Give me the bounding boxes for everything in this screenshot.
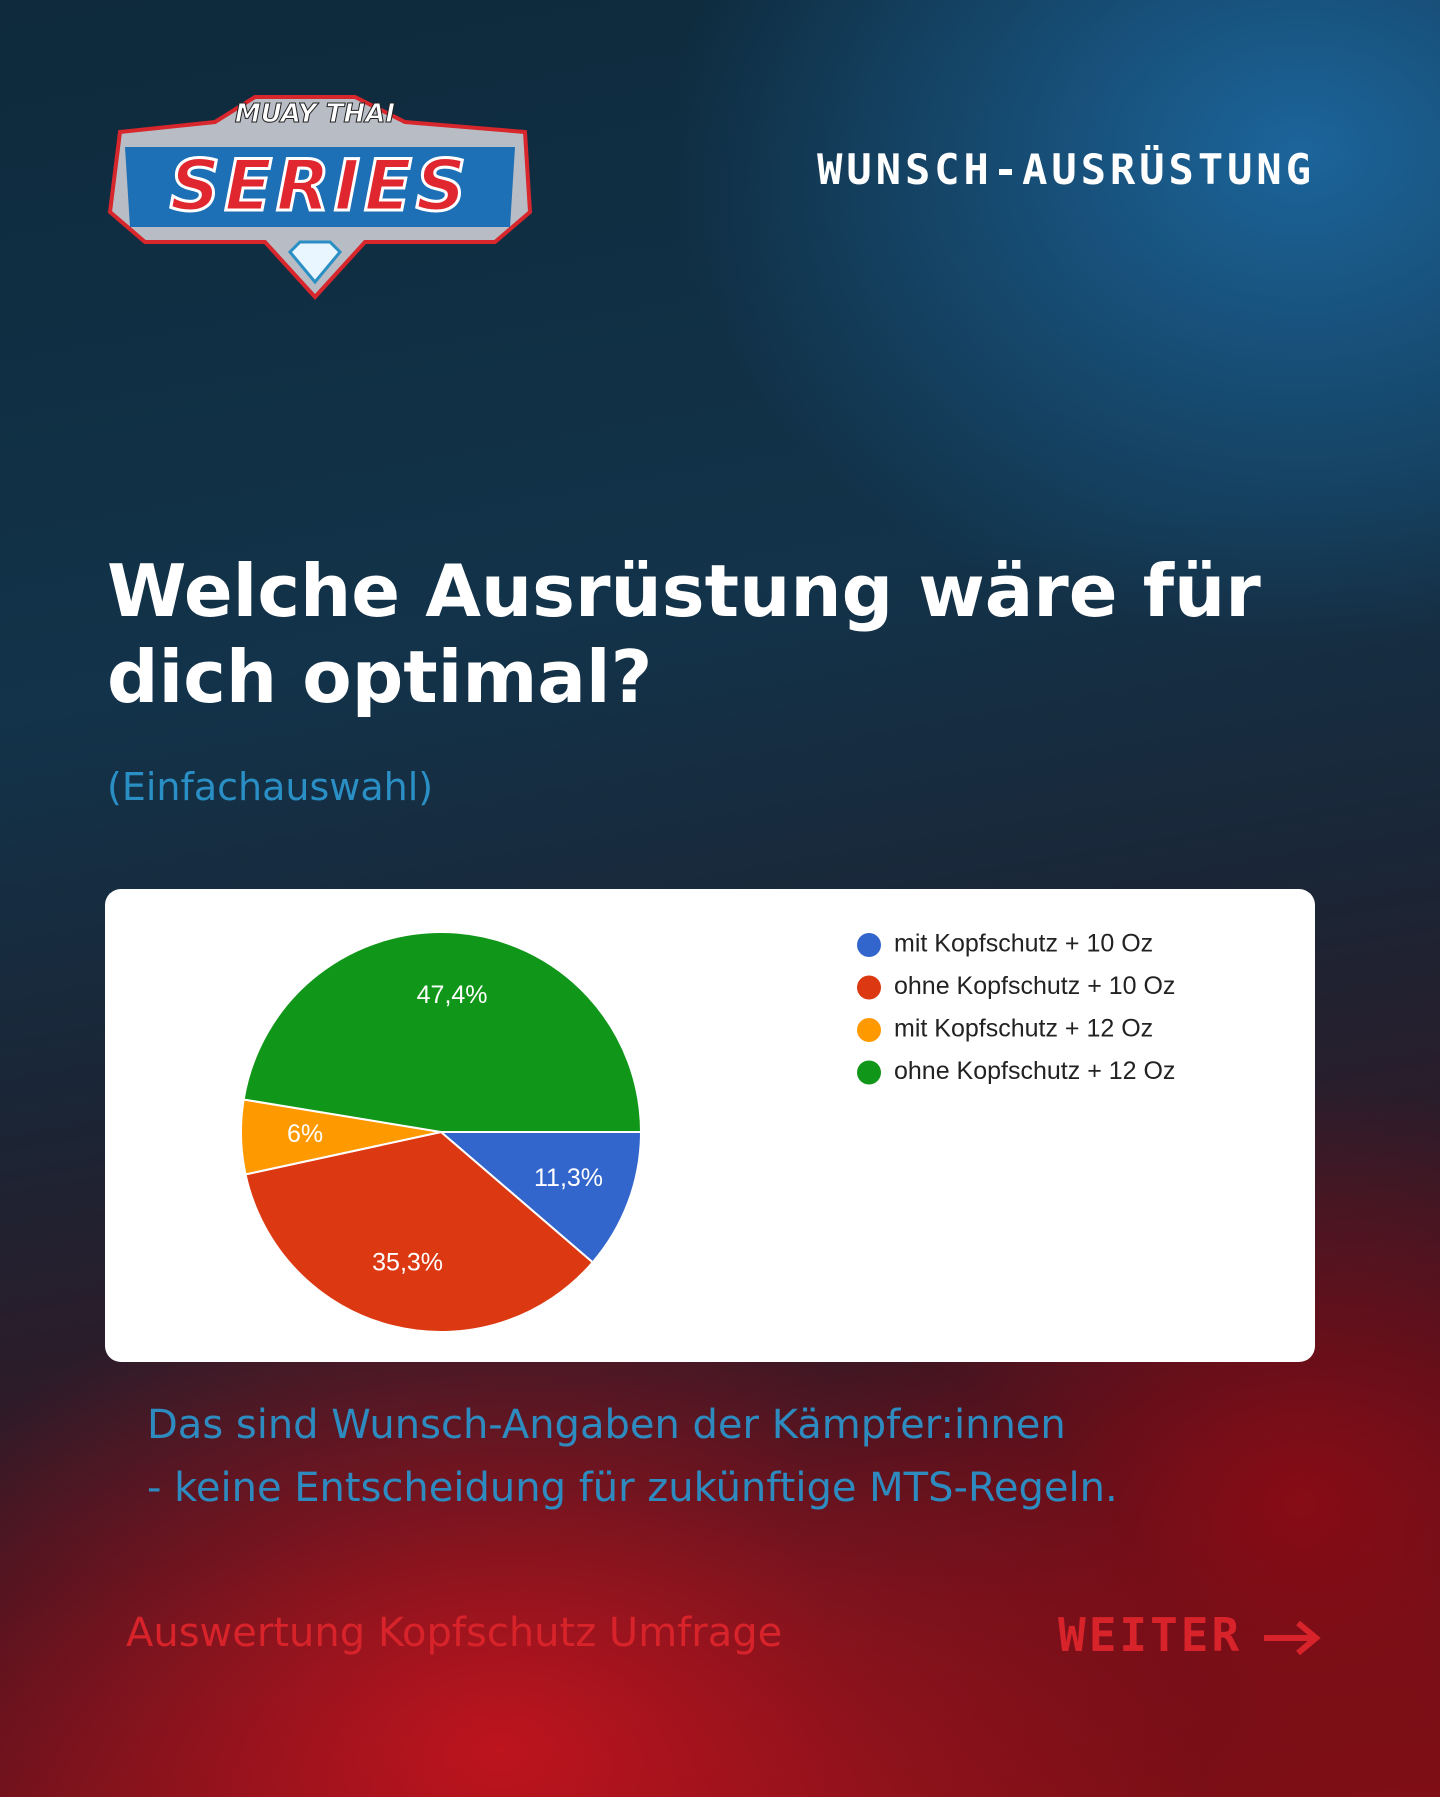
next-button[interactable]: WEITER xyxy=(1058,1608,1243,1662)
legend-label: mit Kopfschutz + 10 Oz xyxy=(894,930,1153,958)
logo: MUAY THAI SERIES xyxy=(107,95,533,300)
note-line: - keine Entscheidung für zukünftige MTS-… xyxy=(147,1465,1118,1511)
note-line: Das sind Wunsch-Angaben der Kämpfer:inne… xyxy=(147,1402,1066,1448)
slice-label: 6% xyxy=(287,1120,323,1148)
logo-main: SERIES xyxy=(170,145,470,227)
legend-swatch xyxy=(857,1060,881,1085)
pie-slice xyxy=(242,931,643,1133)
slice-label: 47,4% xyxy=(417,981,488,1009)
logo-top: MUAY THAI xyxy=(235,99,395,129)
legend-label: ohne Kopfschutz + 12 Oz xyxy=(894,1057,1175,1085)
footer-topic: Auswertung Kopfschutz Umfrage xyxy=(126,1610,783,1656)
header: WUNSCH-AUSRÜSTUNG xyxy=(817,145,1315,194)
subtitle: (Einfachauswahl) xyxy=(107,765,434,809)
legend-label: mit Kopfschutz + 12 Oz xyxy=(894,1015,1153,1043)
question: Welche Ausrüstung wäre für dich optimal? xyxy=(107,549,1261,719)
legend-label: ohne Kopfschutz + 10 Oz xyxy=(894,972,1175,1000)
pie-slice xyxy=(438,1131,643,1264)
legend-swatch xyxy=(857,1018,881,1042)
slice-label: 35,3% xyxy=(372,1248,443,1276)
next-arrow[interactable] xyxy=(1262,1618,1322,1658)
pie-slice xyxy=(244,1130,595,1333)
slice-label: 11,3% xyxy=(534,1164,603,1192)
legend-swatch xyxy=(857,975,881,1000)
legend-swatch xyxy=(857,933,881,957)
